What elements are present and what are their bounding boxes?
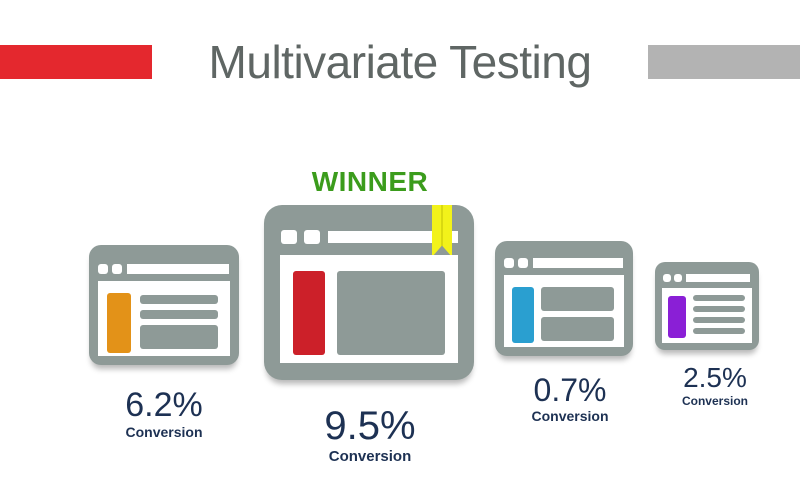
window-content <box>504 275 624 347</box>
address-bar <box>328 231 458 243</box>
window-content <box>662 288 752 343</box>
window-dot <box>304 230 320 244</box>
variant-d-window <box>655 262 759 350</box>
conversion-rate: 9.5% <box>324 404 416 448</box>
bookmark-ribbon-icon <box>432 205 452 257</box>
window-content <box>98 281 230 356</box>
window-dot <box>518 258 528 268</box>
winner-label: WINNER <box>311 166 429 197</box>
variant-c-sidebar <box>512 287 534 343</box>
window-dot <box>98 264 108 274</box>
right-accent-bar <box>648 45 800 79</box>
conversion-label: Conversion <box>125 424 203 440</box>
variant-a-result: 6.2% Conversion <box>94 386 234 440</box>
content-block <box>140 325 218 349</box>
content-block <box>337 271 445 355</box>
variant-d-sidebar <box>668 296 686 338</box>
left-accent-bar <box>0 45 152 79</box>
conversion-label: Conversion <box>531 408 609 424</box>
window-dot <box>663 274 671 282</box>
window-dot <box>504 258 514 268</box>
variant-b-sidebar <box>293 271 325 355</box>
variant-b-window <box>264 205 474 380</box>
content-line <box>693 317 745 323</box>
conversion-rate: 2.5% <box>683 362 747 393</box>
window-dot <box>112 264 122 274</box>
window-dot <box>674 274 682 282</box>
variant-c-window <box>495 241 633 356</box>
window-content <box>280 255 458 363</box>
content-line <box>693 295 745 301</box>
content-block <box>541 287 614 311</box>
address-bar <box>533 258 623 268</box>
variant-c-result: 0.7% Conversion <box>500 372 640 424</box>
page-title: Multivariate Testing <box>208 36 592 88</box>
content-line <box>140 310 218 319</box>
address-bar <box>686 274 750 282</box>
variant-d-result: 2.5% Conversion <box>655 362 775 408</box>
content-line <box>693 306 745 312</box>
conversion-rate: 0.7% <box>533 372 607 408</box>
conversion-label: Conversion <box>681 394 748 408</box>
address-bar <box>127 264 229 274</box>
variant-a-window <box>89 245 239 365</box>
conversion-label: Conversion <box>328 448 412 465</box>
variant-a-sidebar <box>107 293 131 353</box>
variant-b-result: 9.5% Conversion <box>290 404 450 465</box>
content-line <box>140 295 218 304</box>
window-dot <box>281 230 297 244</box>
content-block <box>541 317 614 341</box>
content-line <box>693 328 745 334</box>
conversion-rate: 6.2% <box>125 386 203 424</box>
